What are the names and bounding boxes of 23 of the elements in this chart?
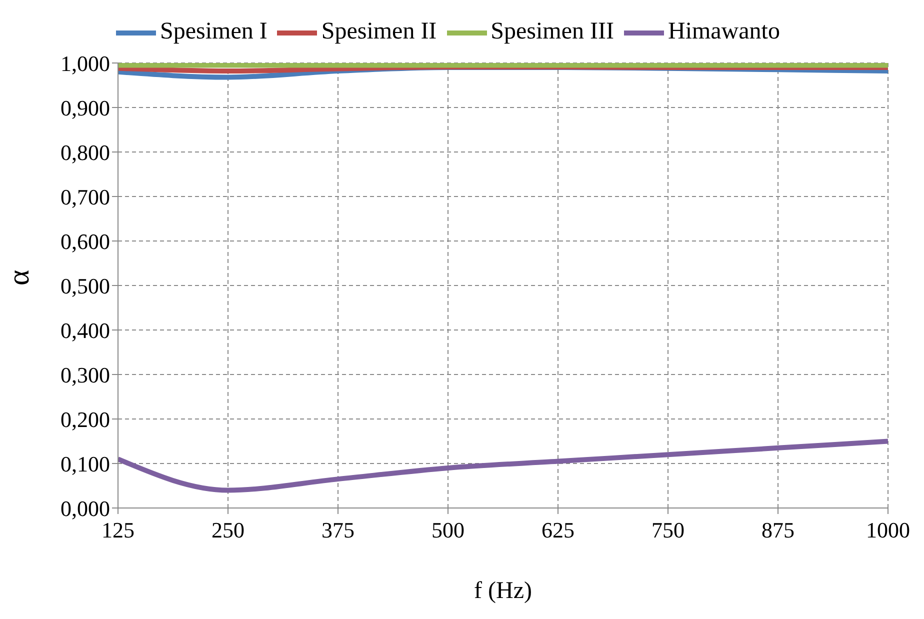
x-tick-label: 750: [652, 518, 684, 543]
legend-label: Spesimen III: [490, 18, 614, 45]
y-tick-label: 0,700: [60, 184, 110, 210]
y-tick-label: 0,400: [60, 318, 110, 343]
y-tick-label: 0,600: [60, 228, 110, 254]
y-tick-label: 0,800: [60, 140, 110, 165]
x-tick-label: 250: [212, 518, 244, 543]
x-tick-label: 875: [762, 518, 794, 543]
y-tick-label: 0,100: [60, 451, 110, 476]
x-tick-label: 375: [322, 518, 354, 543]
x-tick-label: 500: [432, 518, 464, 543]
y-tick-label: 1,000: [60, 50, 110, 76]
legend-label: Spesimen II: [321, 18, 437, 45]
legend-label: Spesimen I: [160, 18, 268, 45]
y-tick-label: 0,300: [60, 362, 110, 388]
y-tick-label: 0,900: [60, 95, 110, 120]
y-tick-label: 0,200: [60, 406, 110, 432]
x-axis-title: f (Hz): [474, 578, 532, 604]
y-tick-label: 0,500: [60, 273, 110, 298]
x-tick-label: 1000: [866, 518, 910, 543]
y-axis-title: α: [2, 270, 36, 286]
legend-label: Himawanto: [668, 18, 780, 45]
x-tick-label: 625: [542, 518, 574, 543]
